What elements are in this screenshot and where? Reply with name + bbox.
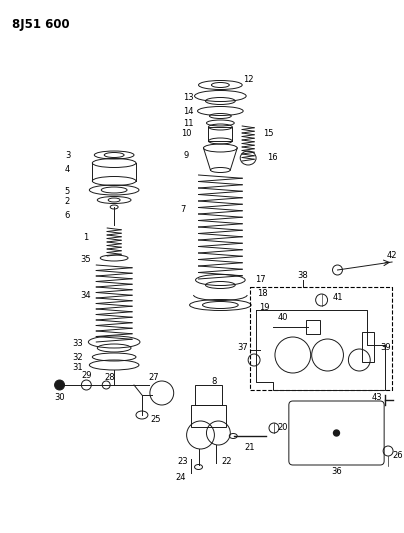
Text: 34: 34 [80, 290, 90, 300]
Text: 3: 3 [65, 150, 70, 159]
Text: 36: 36 [331, 466, 342, 475]
Text: 35: 35 [80, 255, 90, 264]
Text: 27: 27 [149, 373, 159, 382]
Text: 14: 14 [183, 108, 194, 117]
Bar [191, 405, 226, 427]
Text: 26: 26 [393, 450, 403, 459]
Text: 31: 31 [72, 362, 83, 372]
Text: 24: 24 [175, 472, 186, 481]
Text: 4: 4 [65, 166, 70, 174]
Text: 38: 38 [297, 271, 308, 280]
Bar [195, 385, 222, 405]
Circle shape [334, 430, 339, 436]
Text: 16: 16 [267, 154, 277, 163]
Text: 20: 20 [278, 424, 288, 432]
Text: 5: 5 [65, 188, 70, 197]
Text: 12: 12 [243, 76, 253, 85]
Text: 7: 7 [180, 206, 185, 214]
Text: 40: 40 [278, 313, 288, 322]
Text: 6: 6 [65, 211, 70, 220]
Text: 11: 11 [183, 119, 194, 128]
Bar [250, 287, 392, 390]
Text: 15: 15 [263, 128, 273, 138]
Text: 42: 42 [387, 252, 397, 261]
Text: 29: 29 [81, 370, 92, 379]
Text: 8J51 600: 8J51 600 [12, 18, 69, 31]
Text: 2: 2 [65, 198, 70, 206]
Bar [362, 332, 374, 362]
Text: 30: 30 [54, 392, 65, 401]
Text: 1: 1 [83, 232, 88, 241]
Text: 21: 21 [245, 442, 255, 451]
Text: 43: 43 [372, 392, 383, 401]
Circle shape [55, 380, 65, 390]
Text: 32: 32 [72, 353, 83, 362]
Text: 10: 10 [181, 130, 192, 139]
Text: 8: 8 [212, 376, 217, 385]
Text: 28: 28 [105, 374, 116, 383]
Text: 37: 37 [237, 343, 248, 352]
Text: 9: 9 [184, 151, 189, 160]
Text: 41: 41 [332, 294, 343, 303]
Text: 22: 22 [221, 456, 231, 465]
Bar [208, 127, 232, 141]
Text: 13: 13 [183, 93, 194, 101]
Bar [306, 320, 320, 334]
Text: 18: 18 [257, 289, 267, 298]
Text: 23: 23 [177, 456, 188, 465]
Text: 39: 39 [380, 343, 390, 351]
Text: 19: 19 [259, 303, 269, 311]
Text: 25: 25 [151, 416, 161, 424]
Text: 33: 33 [72, 340, 83, 349]
Text: 17: 17 [255, 276, 265, 285]
